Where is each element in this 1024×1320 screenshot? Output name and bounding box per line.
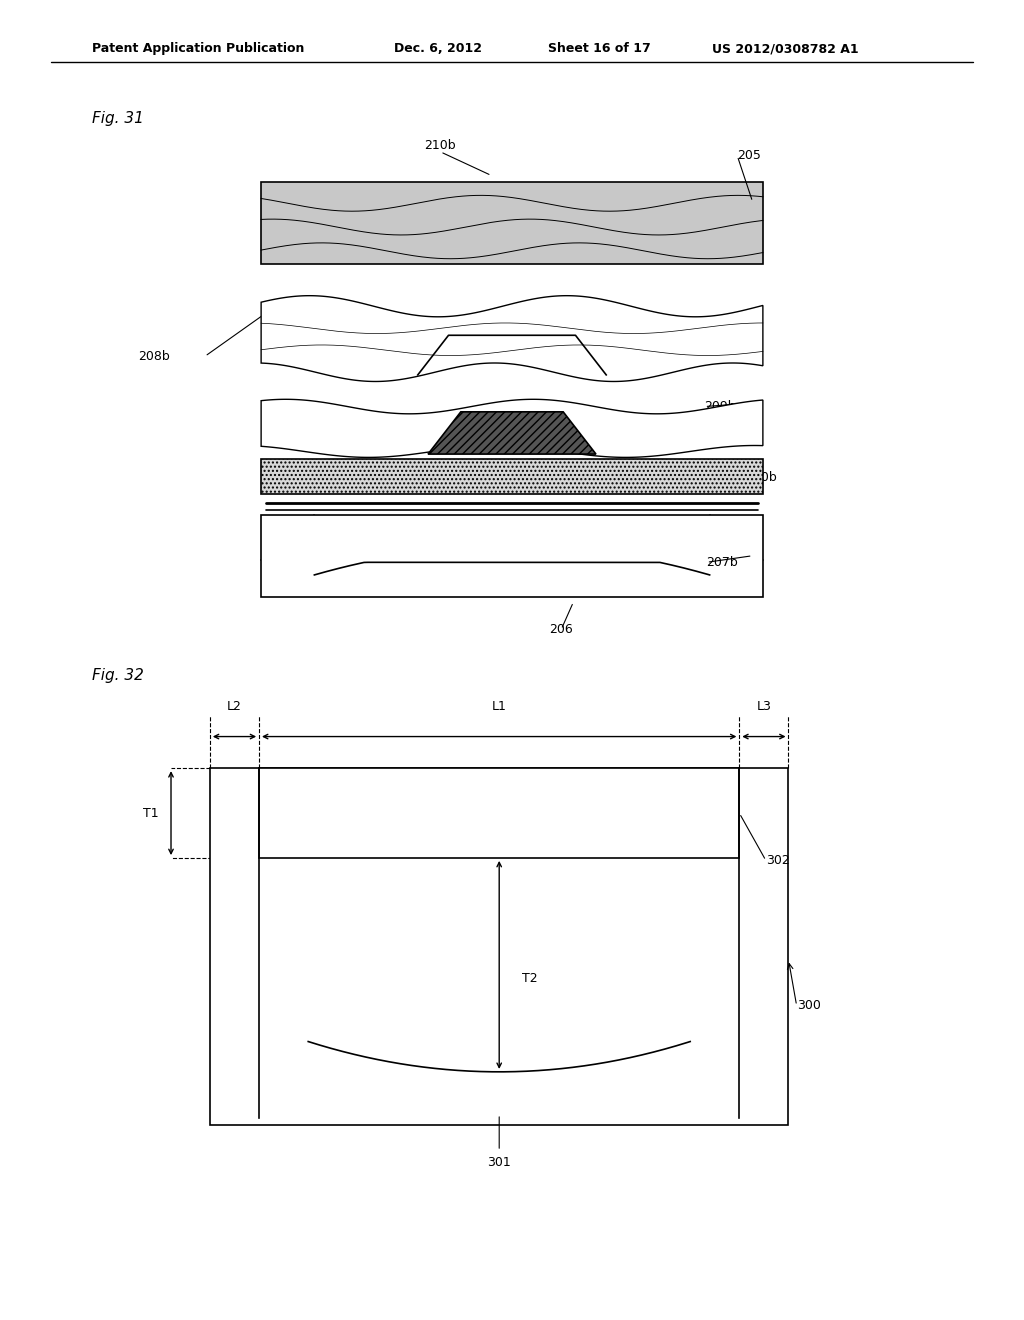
Bar [210, 768, 788, 1125]
Text: 210b: 210b [425, 139, 456, 152]
Text: Dec. 6, 2012: Dec. 6, 2012 [394, 42, 482, 55]
Text: 302: 302 [766, 854, 790, 867]
Text: 207b: 207b [707, 556, 738, 569]
Bar [261, 182, 763, 264]
Text: Patent Application Publication: Patent Application Publication [92, 42, 304, 55]
Polygon shape [261, 296, 763, 381]
Text: Fig. 31: Fig. 31 [92, 111, 144, 127]
Text: US 2012/0308782 A1: US 2012/0308782 A1 [712, 42, 858, 55]
Text: 301: 301 [487, 1156, 511, 1170]
Text: Fig. 32: Fig. 32 [92, 668, 144, 684]
Text: L2: L2 [227, 700, 242, 713]
Text: 200b: 200b [745, 471, 777, 484]
Bar [261, 459, 763, 494]
Text: 300: 300 [797, 999, 820, 1012]
Polygon shape [428, 412, 596, 454]
Text: T2: T2 [521, 972, 538, 985]
Text: L3: L3 [757, 700, 771, 713]
Text: 206: 206 [549, 623, 573, 636]
Bar [261, 515, 763, 597]
Text: 208b: 208b [138, 350, 170, 363]
Text: Sheet 16 of 17: Sheet 16 of 17 [548, 42, 650, 55]
Text: 205: 205 [737, 149, 761, 162]
Polygon shape [261, 400, 763, 457]
Text: 209b: 209b [705, 400, 736, 413]
Text: T1: T1 [143, 807, 159, 820]
Text: L1: L1 [492, 700, 507, 713]
Bar [259, 768, 739, 858]
